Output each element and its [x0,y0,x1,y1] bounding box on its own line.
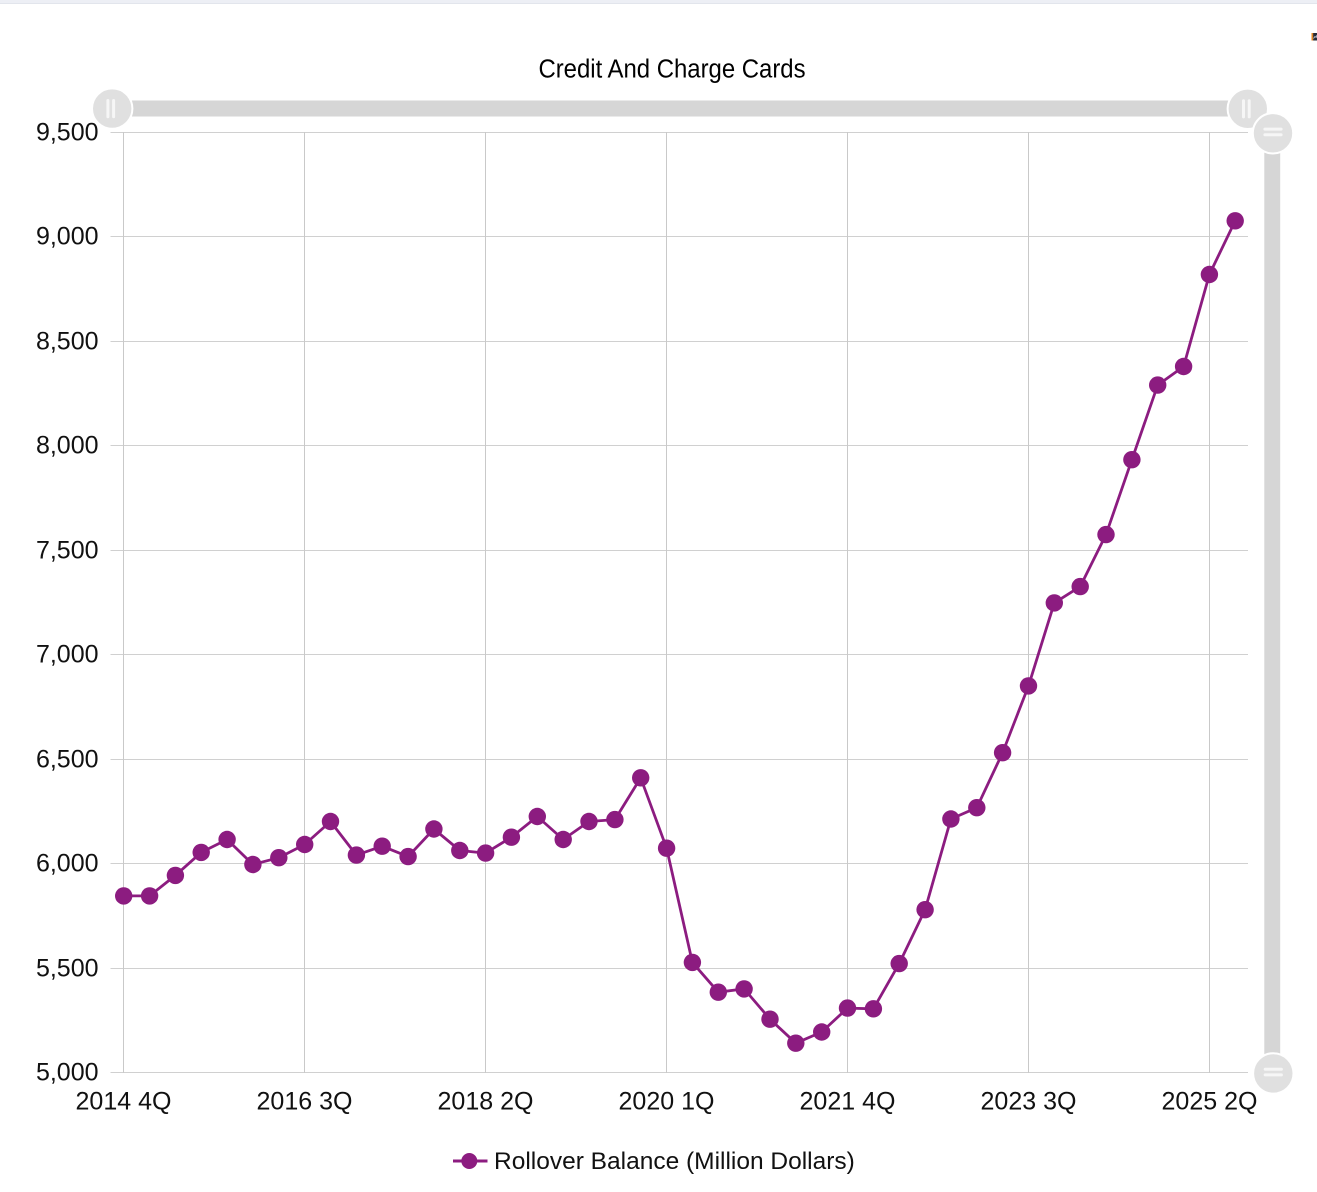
svg-text:8,000: 8,000 [36,431,99,459]
svg-text:2014 4Q: 2014 4Q [76,1088,172,1116]
svg-text:2023 3Q: 2023 3Q [981,1088,1077,1116]
svg-text:7,500: 7,500 [36,536,99,564]
svg-text:2016 3Q: 2016 3Q [257,1088,353,1116]
svg-text:9,000: 9,000 [36,222,99,250]
svg-text:7,000: 7,000 [36,640,99,668]
svg-text:2025 2Q: 2025 2Q [1162,1088,1258,1116]
svg-text:9,500: 9,500 [36,118,99,146]
svg-text:2020 1Q: 2020 1Q [619,1088,715,1116]
svg-text:5,500: 5,500 [36,954,99,982]
svg-text:2018 2Q: 2018 2Q [438,1088,534,1116]
svg-text:5,000: 5,000 [36,1058,99,1086]
svg-text:6,500: 6,500 [36,745,99,773]
svg-text:Credit And Charge Cards: Credit And Charge Cards [538,55,805,84]
svg-text:6,000: 6,000 [36,849,99,877]
svg-text:2021 4Q: 2021 4Q [800,1088,896,1116]
svg-text:8,500: 8,500 [36,327,99,355]
svg-text:Rollover Balance (Million Doll: Rollover Balance (Million Dollars) [494,1148,855,1175]
